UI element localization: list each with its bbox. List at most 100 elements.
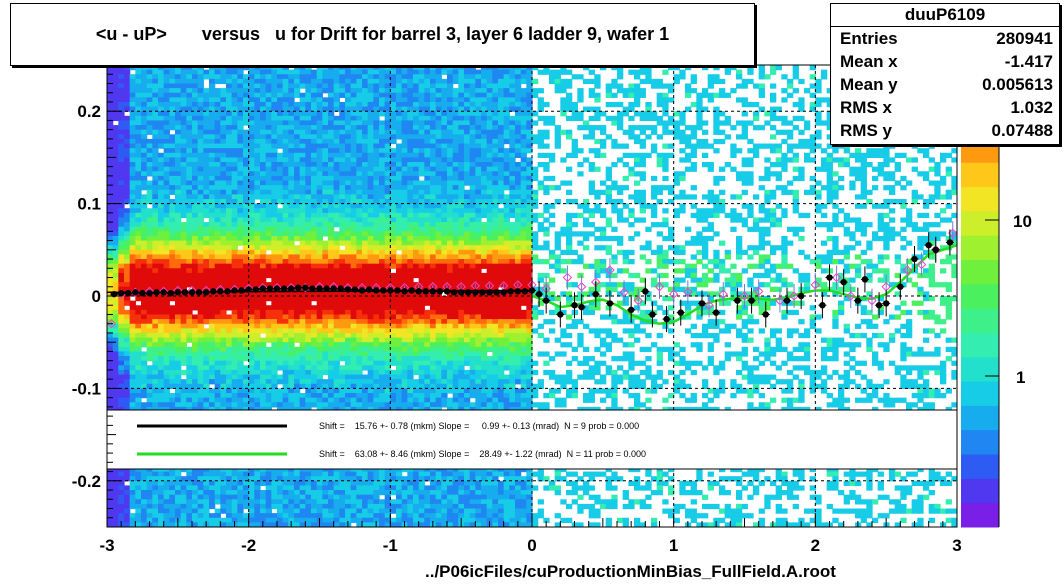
heatmap-cell	[175, 194, 182, 200]
heatmap-cell	[373, 393, 380, 399]
heatmap-cell	[226, 212, 233, 219]
heatmap-cell	[345, 517, 352, 523]
heatmap-cell	[220, 268, 227, 274]
heatmap-cell	[305, 189, 312, 195]
heatmap-cell	[339, 522, 346, 527]
heatmap-cell	[328, 309, 335, 316]
heatmap-cell	[186, 152, 193, 158]
heatmap-cell	[231, 351, 238, 357]
heatmap-cell	[254, 360, 261, 366]
heatmap-cell	[192, 499, 199, 505]
heatmap-cell	[345, 249, 352, 256]
heatmap-cell	[152, 222, 159, 228]
heatmap-cell	[141, 235, 148, 242]
heatmap-cell	[118, 517, 125, 523]
heatmap-cell	[390, 166, 397, 172]
heatmap-cell	[158, 471, 165, 477]
heatmap-cell	[254, 272, 261, 279]
heatmap-cell	[328, 379, 335, 385]
heatmap-cell	[379, 194, 386, 200]
heatmap-cell	[129, 101, 136, 108]
heatmap-cell	[243, 162, 250, 168]
heatmap-cell	[129, 222, 136, 228]
heatmap-cell	[316, 332, 323, 339]
heatmap-cell	[186, 268, 193, 274]
heatmap-cell	[390, 162, 397, 168]
heatmap-cell	[129, 337, 136, 343]
heatmap-cell	[135, 74, 142, 80]
heatmap-cell	[107, 148, 114, 154]
heatmap-cell	[384, 217, 391, 223]
heatmap-cell	[112, 485, 119, 491]
heatmap-cell	[390, 185, 397, 191]
heatmap-cell	[220, 152, 227, 158]
heatmap-cell	[356, 180, 363, 186]
heatmap-cell	[226, 323, 233, 329]
heatmap-cell	[124, 138, 131, 145]
heatmap-cell	[192, 106, 199, 112]
heatmap-cell	[237, 65, 244, 71]
heatmap-cell	[146, 212, 153, 219]
heatmap-cell	[390, 180, 397, 186]
heatmap-cell	[158, 226, 165, 232]
heatmap-cell	[243, 217, 250, 223]
heatmap-cell	[265, 332, 272, 339]
heatmap-cell	[141, 134, 148, 140]
heatmap-cell	[152, 282, 159, 288]
heatmap-cell	[384, 406, 391, 413]
heatmap-cell	[141, 328, 148, 334]
heatmap-cell	[209, 282, 216, 288]
heatmap-cell	[288, 490, 295, 496]
heatmap-cell	[288, 397, 295, 403]
heatmap-cell	[322, 356, 329, 362]
heatmap-cell	[220, 466, 227, 473]
heatmap-cell	[316, 291, 323, 297]
heatmap-cell	[390, 291, 397, 297]
heatmap-cell	[265, 503, 272, 510]
heatmap-cell	[282, 125, 289, 131]
heatmap-cell	[158, 369, 165, 376]
heatmap-cell	[107, 235, 114, 242]
heatmap-cell	[220, 402, 227, 408]
heatmap-cell	[260, 328, 267, 334]
heatmap-cell	[146, 374, 153, 380]
heatmap-cell	[231, 83, 238, 89]
heatmap-cell	[135, 291, 142, 297]
heatmap-cell	[135, 309, 142, 316]
heatmap-cell	[192, 379, 199, 385]
heatmap-cell	[237, 138, 244, 145]
heatmap-cell	[163, 346, 170, 353]
heatmap-cell	[237, 309, 244, 316]
heatmap-cell	[260, 346, 267, 353]
heatmap-cell	[316, 65, 323, 71]
heatmap-cell	[350, 374, 357, 380]
heatmap-cell	[214, 351, 221, 357]
heatmap-cell	[299, 296, 306, 302]
heatmap-cell	[231, 332, 238, 339]
heatmap-cell	[248, 319, 255, 325]
heatmap-cell	[288, 351, 295, 357]
heatmap-cell	[254, 259, 261, 265]
heatmap-cell	[243, 369, 250, 376]
heatmap-cell	[220, 157, 227, 163]
heatmap-cell	[180, 272, 187, 279]
heatmap-cell	[254, 393, 261, 399]
heatmap-cell	[203, 157, 210, 163]
heatmap-cell	[158, 83, 165, 89]
heatmap-cell	[158, 365, 165, 371]
heatmap-cell	[328, 111, 335, 117]
heatmap-cell	[390, 203, 397, 209]
heatmap-cell	[373, 83, 380, 89]
heatmap-cell	[220, 282, 227, 288]
heatmap-cell	[203, 319, 210, 325]
heatmap-cell	[146, 217, 153, 223]
heatmap-cell	[112, 480, 119, 487]
heatmap-cell	[180, 194, 187, 200]
heatmap-cell	[288, 83, 295, 89]
heatmap-cell	[316, 499, 323, 505]
heatmap-cell	[214, 522, 221, 527]
heatmap-cell	[226, 74, 233, 80]
heatmap-cell	[107, 171, 114, 177]
heatmap-cell	[311, 185, 318, 191]
heatmap-cell	[305, 235, 312, 242]
